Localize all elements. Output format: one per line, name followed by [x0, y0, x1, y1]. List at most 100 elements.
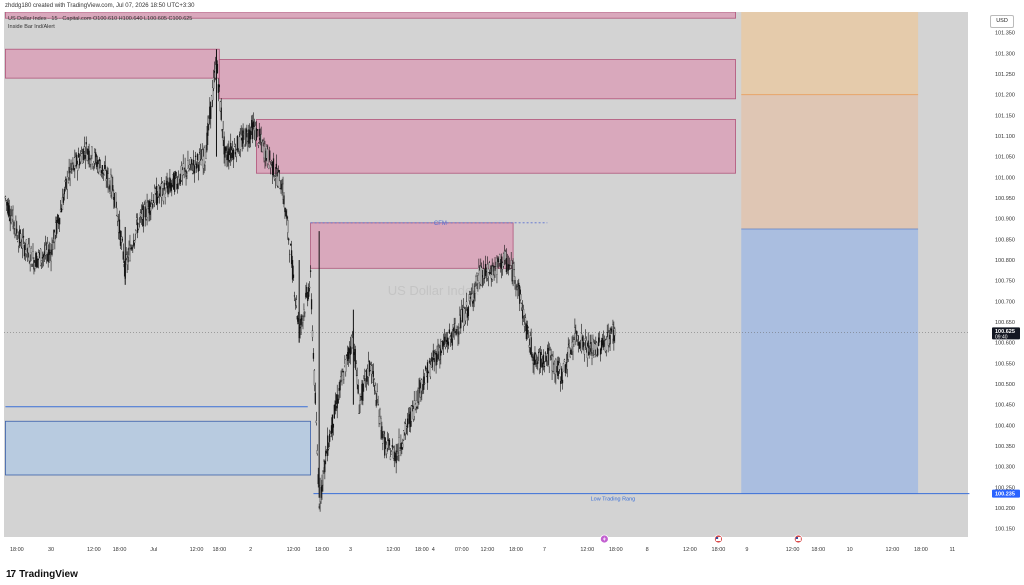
- candle-body: [20, 233, 22, 243]
- candle-body: [406, 418, 409, 428]
- candle-body: [507, 264, 509, 271]
- price-tick-label: 100.550: [995, 361, 1015, 367]
- candle-body: [540, 354, 543, 359]
- candle-body: [308, 287, 310, 297]
- candle-body: [171, 184, 173, 187]
- time-tick-label: 12:00: [886, 547, 900, 553]
- current-price-countdown: 09:40: [995, 334, 1008, 340]
- candle-body: [206, 132, 208, 151]
- candle-body: [244, 145, 246, 147]
- candle-body: [370, 365, 373, 375]
- supply-zone-1: [5, 12, 736, 19]
- us-flag-icon[interactable]: [714, 534, 723, 544]
- candle-body: [203, 147, 205, 164]
- candle-body: [570, 350, 572, 355]
- candle-body: [474, 286, 476, 294]
- candle-body: [137, 223, 140, 230]
- candle-body: [145, 216, 147, 220]
- candle-body: [469, 296, 471, 299]
- price-tick-label: 100.800: [995, 258, 1015, 264]
- candle-body: [78, 158, 81, 166]
- candle-body: [376, 391, 378, 400]
- candle-body: [564, 364, 567, 374]
- candle-body: [484, 263, 487, 276]
- candle-body: [377, 404, 379, 406]
- lightning-icon[interactable]: [599, 534, 609, 544]
- candle-body: [395, 450, 397, 464]
- candle-body: [597, 348, 599, 356]
- candle-body: [103, 168, 105, 175]
- candle-body: [284, 207, 286, 213]
- footer: 17 TradingView: [0, 563, 1024, 585]
- candle-body: [436, 352, 438, 362]
- candle-body: [573, 339, 575, 345]
- candle-body: [135, 230, 137, 235]
- us-flag-icon[interactable]: [793, 534, 803, 544]
- price-tick-label: 101.350: [995, 31, 1015, 37]
- candle-body: [478, 266, 480, 274]
- supply-zone-5: [310, 222, 514, 269]
- candle-body: [174, 171, 177, 176]
- tradingview-logo[interactable]: 17 TradingView: [6, 569, 78, 580]
- time-tick-label: 18:00: [609, 547, 623, 553]
- candle-body: [380, 418, 382, 431]
- candle-body: [520, 294, 522, 300]
- candle-body: [121, 238, 123, 241]
- candle-body: [309, 286, 311, 289]
- candle-body: [222, 129, 224, 141]
- candle-body: [90, 159, 92, 165]
- candle-body: [324, 460, 326, 473]
- candle-body: [225, 147, 227, 151]
- candle-body: [223, 136, 225, 155]
- candle-body: [96, 162, 98, 167]
- time-tick-label: 11: [949, 547, 955, 553]
- candle-body: [211, 95, 213, 107]
- candle-body: [347, 347, 350, 359]
- candle-body: [85, 142, 87, 145]
- candle-body: [605, 339, 607, 351]
- candle-body: [499, 254, 501, 264]
- candle-body: [88, 150, 90, 161]
- us-flag-canton: [795, 537, 799, 539]
- price-axis[interactable]: 101.350 101.300 101.250 101.200 101.150 101.1…: [995, 31, 1015, 533]
- candle-body: [197, 164, 200, 172]
- candle-body: [290, 244, 292, 246]
- candle-body: [522, 309, 525, 317]
- candle-body: [410, 405, 412, 422]
- candle-body: [94, 152, 96, 164]
- candle-body: [420, 387, 422, 398]
- candle-body: [467, 306, 470, 317]
- candle-body: [116, 216, 119, 222]
- candle-body: [405, 426, 408, 429]
- candle-body: [39, 248, 42, 266]
- candle-body: [151, 199, 153, 202]
- candle-body: [69, 172, 71, 179]
- price-tick-label: 101.250: [995, 72, 1015, 78]
- price-tick-label: 101.050: [995, 155, 1015, 161]
- price-tick-label: 101.300: [995, 51, 1015, 57]
- candle-body: [169, 177, 171, 189]
- candle-body: [448, 329, 451, 334]
- currency-button[interactable]: USD: [990, 15, 1014, 28]
- candle-body: [339, 380, 341, 391]
- candle-body: [31, 263, 33, 267]
- candle-body: [61, 197, 64, 211]
- candle-body: [143, 203, 145, 205]
- low-price-value: 100.235: [995, 492, 1015, 498]
- candle-body: [582, 341, 585, 348]
- candle-body: [170, 182, 172, 191]
- candle-body: [267, 148, 269, 165]
- candle-body: [381, 426, 383, 439]
- price-tick-label: 100.750: [995, 279, 1015, 285]
- candle-body: [236, 136, 239, 151]
- candle-body: [537, 361, 539, 364]
- time-axis[interactable]: 18:00 30 12:00 18:00 Jul 12:00 18:00 2 12:00 18:0…: [10, 547, 955, 553]
- candle-body: [210, 101, 212, 119]
- candle-body: [224, 146, 226, 158]
- candle-body: [158, 193, 161, 196]
- price-tick-label: 100.150: [995, 527, 1015, 533]
- candle-body: [496, 257, 498, 275]
- candle-body: [401, 446, 403, 450]
